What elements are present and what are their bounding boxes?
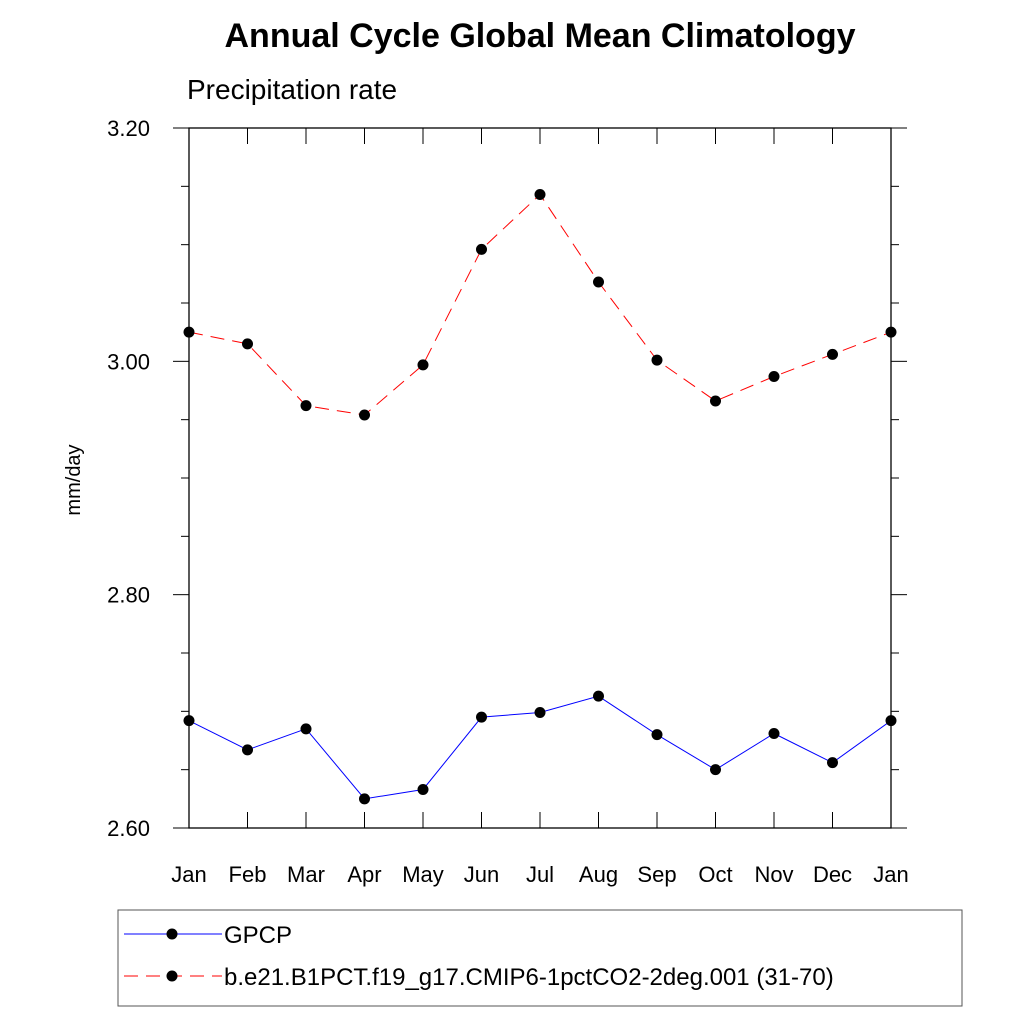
series-2-point — [651, 354, 663, 366]
x-tick-label: Jun — [464, 862, 499, 887]
series-2-point — [827, 348, 838, 360]
series-2-point — [359, 409, 370, 421]
series-line-2 — [188, 193, 892, 416]
legend-label-2: b.e21.B1PCT.f19_g17.CMIP6-1pctCO2-2deg.0… — [224, 964, 834, 991]
tick-labels: Jan Feb Mar Apr May Jun Jul Aug Sep Oct Nov Dec Jan 2… — [107, 116, 909, 887]
series-1-point — [300, 723, 312, 735]
y-tick-label: 2.60 — [107, 816, 150, 841]
legend: GPCP b.e21.B1PCT.f19_g17.CMIP6-1pctCO2-2d… — [117, 909, 963, 1007]
x-tick-label: Jul — [526, 862, 554, 887]
x-tick-label: Jan — [171, 862, 206, 887]
x-tick-label: Apr — [347, 862, 381, 887]
y-tick-label: 3.20 — [107, 116, 150, 141]
series-1-point — [827, 757, 838, 769]
series-1-point — [476, 711, 487, 723]
series-1-point — [593, 690, 604, 702]
series-2-point — [242, 338, 253, 350]
series-2-point — [417, 359, 429, 371]
legend-items: GPCP b.e21.B1PCT.f19_g17.CMIP6-1pctCO2-2d… — [124, 922, 834, 991]
chart-title: Annual Cycle Global Mean Climatology — [225, 17, 856, 55]
plot-frame — [188, 127, 892, 829]
series-2-point — [300, 400, 312, 412]
legend-marker-1 — [166, 928, 178, 940]
series-1-point — [417, 784, 429, 795]
y-axis-label: mm/day — [63, 444, 85, 515]
series-1-point — [534, 707, 546, 718]
x-tick-label: Feb — [229, 862, 267, 887]
series-2-point — [768, 371, 780, 382]
series-1-point — [768, 728, 780, 739]
series-2-point — [593, 276, 604, 288]
series-1-point — [710, 764, 721, 776]
x-tick-label: Aug — [579, 862, 618, 887]
x-tick-label: Nov — [754, 862, 793, 887]
series-2-point — [476, 243, 487, 255]
plot-series — [183, 189, 897, 805]
legend-box — [117, 909, 963, 1007]
x-tick-label: Jan — [873, 862, 908, 887]
x-tick-label: Dec — [813, 862, 852, 887]
series-1-point — [242, 744, 253, 756]
x-tick-label: Mar — [287, 862, 325, 887]
x-tick-label: May — [402, 862, 444, 887]
ticks — [173, 127, 907, 829]
y-tick-label: 3.00 — [107, 349, 150, 374]
legend-label-1: GPCP — [224, 922, 292, 949]
series-2-point — [710, 395, 721, 407]
series-1-point — [359, 793, 370, 805]
chart-subtitle: Precipitation rate — [187, 74, 397, 105]
y-tick-label: 2.80 — [107, 583, 150, 608]
x-tick-label: Oct — [698, 862, 732, 887]
legend-marker-2 — [166, 970, 178, 982]
series-2-point — [534, 189, 546, 200]
series-1-point — [651, 729, 663, 741]
x-tick-label: Sep — [637, 862, 676, 887]
